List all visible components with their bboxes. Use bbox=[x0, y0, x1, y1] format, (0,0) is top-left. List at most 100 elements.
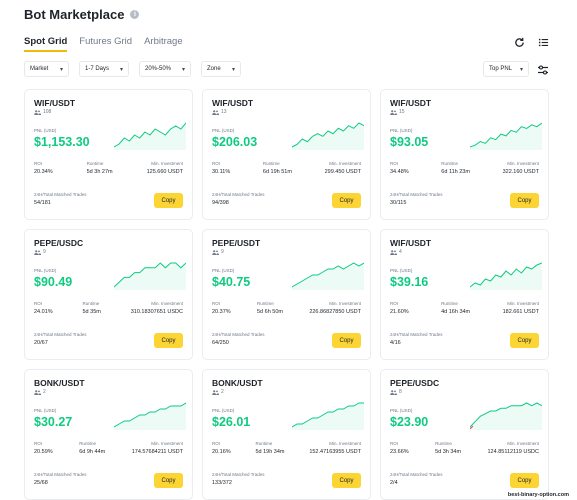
matched-trades-value: 25/68 bbox=[34, 480, 48, 486]
sparkline-area bbox=[470, 263, 542, 290]
pnl-value: $90.49 bbox=[34, 275, 73, 289]
matched-trades-label: 24H/Total Matched Trades bbox=[34, 192, 87, 197]
chevron-down-icon: ▾ bbox=[59, 66, 63, 73]
users-count: 9 bbox=[212, 249, 224, 255]
min-investment-stat: Min. Investment 322.160 USDT bbox=[503, 161, 539, 175]
roi-value: 20.37% bbox=[212, 309, 231, 315]
sparkline-line bbox=[292, 122, 364, 148]
sparkline-area bbox=[114, 123, 186, 150]
tab-arbitrage[interactable]: Arbitrage bbox=[144, 36, 183, 47]
stats-row: ROI 23.66% Runtime 5d 3h 34m Min. Invest… bbox=[390, 441, 539, 455]
pnl-value: $26.01 bbox=[212, 415, 251, 429]
matched-trades-value: 20/67 bbox=[34, 340, 48, 346]
min-investment-stat: Min. Investment 182.661 USDT bbox=[503, 301, 539, 315]
tab-futures-grid[interactable]: Futures Grid bbox=[79, 36, 133, 47]
bot-card[interactable]: BONK/USDT 2 PNL (USD) $26.01 ROI 20.16% … bbox=[202, 369, 371, 500]
bot-card[interactable]: WIF/USDT 4 PNL (USD) $39.16 ROI 21.60% R… bbox=[380, 229, 549, 360]
days-select[interactable]: 1-7 Days ▾ bbox=[79, 61, 129, 77]
runtime-value: 5d 3h 34m bbox=[435, 449, 462, 455]
sparkline-area bbox=[114, 403, 186, 430]
refresh-icon[interactable] bbox=[513, 36, 525, 48]
min-investment-stat: Min. Investment 226.86827850 USDT bbox=[309, 301, 361, 315]
roi-stat: ROI 20.34% bbox=[34, 161, 53, 175]
bot-card[interactable]: PEPE/USDC 8 PNL (USD) $23.90 ROI 23.66% … bbox=[380, 369, 549, 500]
roi-label: ROI bbox=[34, 301, 43, 306]
roi-value: 20.16% bbox=[212, 449, 231, 455]
sparkline-area bbox=[114, 263, 186, 290]
pair-name: BONK/USDT bbox=[34, 378, 85, 388]
users-count: 8 bbox=[390, 389, 402, 395]
users-count-value: 15 bbox=[399, 109, 405, 115]
min-investment-value: 310.18307651 USDC bbox=[130, 309, 183, 315]
runtime-label: Runtime bbox=[86, 161, 104, 166]
copy-button[interactable]: Copy bbox=[154, 333, 183, 348]
copy-button[interactable]: Copy bbox=[332, 193, 361, 208]
bot-card[interactable]: WIF/USDT 15 PNL (USD) $93.05 ROI 34.48% … bbox=[380, 89, 549, 220]
chevron-down-icon: ▾ bbox=[119, 66, 123, 73]
info-icon[interactable]: i bbox=[130, 10, 140, 19]
runtime-value: 5d 35m bbox=[82, 309, 101, 315]
pnl-sparkline bbox=[114, 262, 186, 290]
runtime-label: Runtime bbox=[435, 441, 452, 446]
roi-range-select-label: 20%-50% bbox=[145, 66, 172, 72]
bot-card[interactable]: WIF/USDT 108 PNL (USD) $1,153.30 ROI 20.… bbox=[24, 89, 193, 220]
users-count-value: 108 bbox=[43, 109, 52, 115]
pnl-sparkline bbox=[292, 122, 364, 150]
sparkline-area bbox=[292, 263, 364, 290]
copy-button[interactable]: Copy bbox=[332, 473, 361, 488]
bot-card[interactable]: WIF/USDT 13 PNL (USD) $206.03 ROI 30.11%… bbox=[202, 89, 371, 220]
matched-trades-label: 24H/Total Matched Trades bbox=[390, 332, 443, 337]
pnl-label: PNL (USD) bbox=[390, 268, 413, 273]
runtime-label: Runtime bbox=[256, 301, 274, 306]
roi-stat: ROI 34.48% bbox=[390, 161, 409, 175]
zone-select[interactable]: Zone ▾ bbox=[201, 61, 241, 77]
tab-spot-grid[interactable]: Spot Grid bbox=[24, 36, 68, 52]
runtime-label: Runtime bbox=[82, 301, 100, 306]
copy-button[interactable]: Copy bbox=[510, 333, 539, 348]
pair-name: WIF/USDT bbox=[390, 238, 432, 248]
users-icon bbox=[390, 109, 397, 115]
chevron-down-icon: ▾ bbox=[519, 66, 523, 73]
sparkline-negative-segment bbox=[470, 425, 474, 430]
copy-button[interactable]: Copy bbox=[332, 333, 361, 348]
min-investment-stat: Min. Investment 124.85112119 USDC bbox=[488, 441, 539, 455]
sparkline-line bbox=[292, 262, 364, 288]
runtime-value: 6d 11h 23m bbox=[441, 169, 470, 175]
runtime-label: Runtime bbox=[255, 441, 273, 446]
copy-button[interactable]: Copy bbox=[510, 473, 539, 488]
roi-value: 30.11% bbox=[212, 169, 231, 175]
top-actions bbox=[513, 36, 549, 48]
roi-stat: ROI 20.59% bbox=[34, 441, 53, 455]
runtime-value: 5d 19h 34m bbox=[255, 449, 285, 455]
copy-button[interactable]: Copy bbox=[154, 473, 183, 488]
copy-button[interactable]: Copy bbox=[510, 193, 539, 208]
market-select[interactable]: Market ▾ bbox=[24, 61, 69, 77]
copy-button[interactable]: Copy bbox=[154, 193, 183, 208]
filter-bar: Market ▾ 1-7 Days ▾ 20%-50% ▾ Zone ▾ bbox=[24, 61, 241, 77]
min-investment-stat: Min. Investment 299.450 USDT bbox=[325, 161, 361, 175]
roi-stat: ROI 20.16% bbox=[212, 441, 231, 455]
pnl-value: $40.75 bbox=[212, 275, 251, 289]
filter-settings-icon[interactable] bbox=[537, 63, 549, 75]
chevron-down-icon: ▾ bbox=[181, 66, 185, 73]
sparkline-line bbox=[114, 122, 186, 148]
pair-name: PEPE/USDC bbox=[390, 378, 440, 388]
bot-card[interactable]: PEPE/USDT 9 PNL (USD) $40.75 ROI 20.37% … bbox=[202, 229, 371, 360]
pair-name: PEPE/USDC bbox=[34, 238, 84, 248]
roi-label: ROI bbox=[34, 441, 43, 446]
bot-card[interactable]: PEPE/USDC 9 PNL (USD) $90.49 ROI 24.01% … bbox=[24, 229, 193, 360]
users-count: 108 bbox=[34, 109, 51, 115]
min-investment-stat: Min. Investment 152.47163955 USDT bbox=[309, 441, 361, 455]
users-count-value: 9 bbox=[221, 249, 224, 255]
roi-range-select[interactable]: 20%-50% ▾ bbox=[139, 61, 191, 77]
sort-select[interactable]: Top PNL ▾ bbox=[483, 61, 529, 77]
roi-value: 20.34% bbox=[34, 169, 53, 175]
list-view-icon[interactable] bbox=[537, 36, 549, 48]
pnl-value: $23.90 bbox=[390, 415, 429, 429]
bot-card[interactable]: BONK/USDT 2 PNL (USD) $30.27 ROI 20.59% … bbox=[24, 369, 193, 500]
pnl-label: PNL (USD) bbox=[34, 408, 57, 413]
min-investment-label: Min. Investment bbox=[151, 301, 183, 306]
pnl-sparkline bbox=[470, 402, 542, 430]
users-count: 2 bbox=[34, 389, 46, 395]
runtime-label: Runtime bbox=[262, 161, 280, 166]
